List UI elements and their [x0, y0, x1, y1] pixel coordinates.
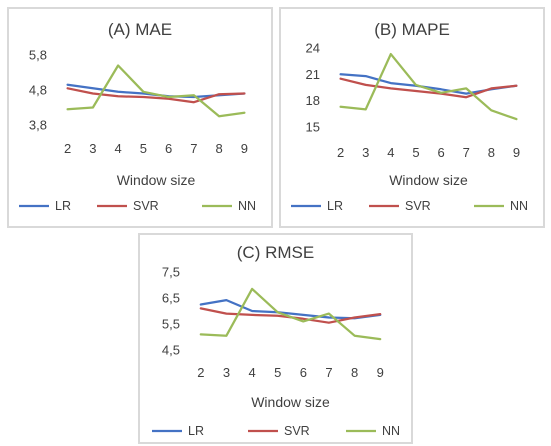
mape-chart-panel: (B) MAPE 15 18 21 24 2 3 4 5 6 7 8 9 Window size LR SVR… [279, 7, 545, 228]
series-line-lr [199, 298, 382, 320]
legend-label-nn: NN [382, 424, 400, 438]
legend-label-lr: LR [327, 199, 343, 213]
x-tick-label: 9 [241, 141, 248, 156]
series-line-nn [199, 287, 382, 341]
y-tick-label: 6,5 [162, 291, 180, 306]
y-tick-label: 3,8 [29, 118, 47, 133]
rmse-chart-panel: (C) RMSE 4,5 5,5 6,5 7,5 2 3 4 5 6 7 8 9 Window size L… [138, 233, 413, 444]
x-tick-label: 8 [488, 145, 495, 160]
series-line-nn [339, 52, 518, 121]
chart-title: (B) MAPE [374, 20, 450, 39]
x-tick-label: 5 [412, 145, 419, 160]
x-tick-label: 6 [300, 365, 307, 380]
x-tick-label: 5 [140, 141, 147, 156]
chart-title: (A) MAE [108, 20, 172, 39]
chart-title: (C) RMSE [237, 243, 314, 262]
x-tick-label: 6 [437, 145, 444, 160]
legend-label-lr: LR [188, 424, 204, 438]
chart-svg: (B) MAPE 15 18 21 24 2 3 4 5 6 7 8 9 Window size LR SVR… [291, 20, 528, 213]
y-tick-label: 18 [306, 93, 320, 108]
x-tick-label: 6 [165, 141, 172, 156]
x-tick-label: 4 [248, 365, 255, 380]
x-tick-label: 9 [513, 145, 520, 160]
x-tick-label: 8 [351, 365, 358, 380]
x-axis-title: Window size [251, 394, 330, 410]
y-tick-label: 15 [306, 120, 320, 135]
x-tick-label: 2 [197, 365, 204, 380]
x-axis-title: Window size [389, 172, 468, 188]
y-tick-label: 21 [306, 67, 320, 82]
chart-svg: (A) MAE 3,8 4,8 5,8 2 3 4 5 6 7 8 9 Window size LR SVR… [19, 20, 256, 213]
chart-svg: (C) RMSE 4,5 5,5 6,5 7,5 2 3 4 5 6 7 8 9 Window size L… [152, 243, 400, 438]
series-line-svr [66, 87, 246, 104]
y-tick-label: 5,8 [29, 48, 47, 63]
legend-label-nn: NN [238, 199, 256, 213]
x-tick-label: 4 [115, 141, 122, 156]
x-tick-label: 9 [377, 365, 384, 380]
series-line-nn [66, 64, 246, 118]
y-tick-label: 4,8 [29, 83, 47, 98]
y-tick-label: 24 [306, 41, 320, 56]
x-tick-label: 4 [387, 145, 394, 160]
x-tick-label: 3 [362, 145, 369, 160]
series-line-svr [199, 307, 382, 324]
legend-label-svr: SVR [284, 424, 310, 438]
legend-label-nn: NN [510, 199, 528, 213]
x-tick-label: 7 [325, 365, 332, 380]
mae-chart-panel: (A) MAE 3,8 4,8 5,8 2 3 4 5 6 7 8 9 Window size LR SVR… [7, 7, 273, 228]
legend-label-svr: SVR [133, 199, 159, 213]
x-tick-label: 7 [463, 145, 470, 160]
y-tick-label: 4,5 [162, 343, 180, 358]
x-tick-label: 3 [89, 141, 96, 156]
y-tick-label: 7,5 [162, 265, 180, 280]
x-tick-label: 3 [223, 365, 230, 380]
legend-label-lr: LR [55, 199, 71, 213]
series-line-svr [339, 77, 518, 99]
y-tick-label: 5,5 [162, 317, 180, 332]
legend-label-svr: SVR [405, 199, 431, 213]
x-tick-label: 2 [64, 141, 71, 156]
x-axis-title: Window size [117, 172, 196, 188]
x-tick-label: 5 [274, 365, 281, 380]
x-tick-label: 8 [216, 141, 223, 156]
x-tick-label: 7 [190, 141, 197, 156]
x-tick-label: 2 [337, 145, 344, 160]
